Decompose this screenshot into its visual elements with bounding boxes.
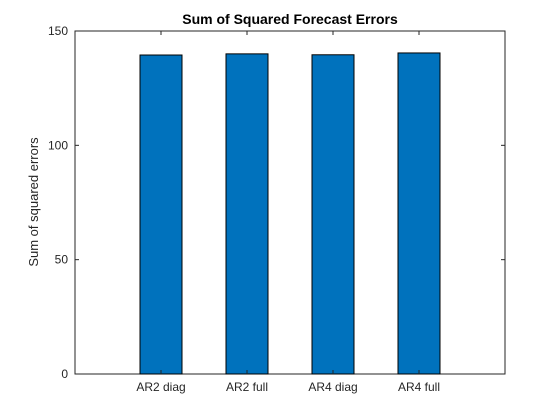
bar-ar4-full <box>397 52 441 375</box>
y-tick-label: 100 <box>48 138 68 152</box>
chart-title: Sum of Squared Forecast Errors <box>182 11 398 27</box>
x-tick-label: AR4 full <box>398 380 440 394</box>
x-axis-ticks: AR2 diag AR2 full AR4 diag AR4 full <box>136 31 440 394</box>
plot-area: 0 50 100 150 AR2 diag AR2 full AR4 diag AR4 fu… <box>48 24 506 394</box>
y-tick-label: 50 <box>55 253 69 267</box>
y-tick-label: 150 <box>48 24 68 38</box>
y-axis-label: Sum of squared errors <box>26 137 41 267</box>
x-tick-label: AR4 diag <box>308 380 357 394</box>
bar-ar2-diag <box>139 54 183 375</box>
x-tick-label: AR2 full <box>226 380 268 394</box>
bar-ar4-diag <box>311 54 355 375</box>
x-tick-label: AR2 diag <box>136 380 185 394</box>
bars <box>139 52 441 375</box>
y-tick-label: 0 <box>61 367 68 381</box>
bar-ar2-full <box>225 53 269 375</box>
y-axis-ticks: 0 50 100 150 <box>48 24 505 381</box>
